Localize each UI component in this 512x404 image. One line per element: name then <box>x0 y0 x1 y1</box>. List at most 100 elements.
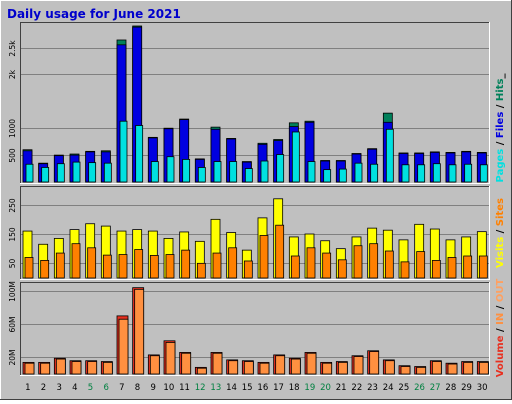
y-tick-label: 2.5k <box>8 40 17 57</box>
sites-bar <box>290 255 300 279</box>
pages-bar <box>464 163 473 183</box>
side-legend-part: / <box>495 226 506 237</box>
side-legend-part: / <box>495 101 506 112</box>
side-legend-part: / <box>495 302 506 313</box>
pages-bar <box>25 163 34 183</box>
pages-bar <box>197 167 206 183</box>
pages-bar <box>276 154 285 183</box>
pages-bar <box>323 169 332 183</box>
volume-out-bar <box>400 366 411 375</box>
x-tick-label: 14 <box>226 383 237 393</box>
sites-bar <box>431 259 441 279</box>
pages-bar <box>260 160 269 183</box>
volume-out-bar <box>353 356 364 375</box>
sites-bar <box>259 235 269 279</box>
pages-bar <box>291 131 300 183</box>
volume-out-bar <box>24 362 35 375</box>
y-tick-label: 100M <box>8 281 17 302</box>
volume-out-bar <box>181 352 192 375</box>
side-legend-part: Hits <box>495 79 506 102</box>
panel-hits-files-pages: 500 1000 2k 2.5k <box>8 22 490 184</box>
side-legend-part: / <box>495 138 506 149</box>
x-tick-label: 3 <box>56 383 61 393</box>
y-tick-label: 60M <box>8 316 17 332</box>
sites-bar <box>400 261 410 279</box>
volume-out-bar <box>118 318 129 375</box>
sites-bar <box>24 257 34 279</box>
pages-bar <box>417 164 426 183</box>
volume-out-bar <box>431 361 442 375</box>
pages-bar <box>213 161 222 183</box>
sites-bar <box>181 249 191 279</box>
volume-out-bar <box>71 361 82 375</box>
volume-out-bar <box>447 363 458 375</box>
sites-bar <box>463 255 473 279</box>
volume-out-bar <box>369 351 380 375</box>
sites-bar <box>134 249 144 279</box>
sites-bar <box>416 251 426 279</box>
sites-bar <box>71 243 81 279</box>
side-legend-part: Volume <box>495 335 506 377</box>
x-tick-label: 13 <box>210 383 221 393</box>
x-tick-label: 6 <box>103 383 108 393</box>
x-axis-labels: 1 2 3 4 5 6 7 8 9 10 11 12 13 14 15 16 17 18 19 20 21 22 23 24 2… <box>25 383 487 393</box>
x-tick-label: 10 <box>163 383 174 393</box>
y-tick-label: 2k <box>8 69 17 79</box>
volume-out-bar <box>478 361 489 375</box>
volume-out-bar <box>134 288 145 375</box>
x-tick-label: 25 <box>398 383 409 393</box>
volume-out-bar <box>306 352 317 375</box>
volume-out-bar <box>275 355 286 375</box>
x-tick-label: 18 <box>289 383 300 393</box>
volume-out-bar <box>212 352 223 375</box>
pages-bar <box>166 156 175 183</box>
sites-bar <box>118 254 128 279</box>
legend-pages-files-hits: Pages / Files / Hits_ <box>495 74 506 183</box>
panel-area <box>20 186 490 280</box>
pages-bar <box>354 162 363 183</box>
pages-bar <box>338 168 347 183</box>
x-tick-label: 19 <box>304 383 315 393</box>
volume-out-bar <box>243 361 254 375</box>
pages-bar <box>370 163 379 183</box>
volume-out-bar <box>165 342 176 375</box>
x-tick-label: 2 <box>41 383 46 393</box>
panel-visits-sites: 50 150 250 <box>8 186 490 280</box>
x-tick-label: 11 <box>179 383 190 393</box>
sites-bar <box>102 254 112 279</box>
sites-bar <box>87 247 97 279</box>
volume-out-bar <box>149 355 160 375</box>
pages-bar <box>135 125 144 183</box>
pages-bar <box>88 162 97 183</box>
pages-bar <box>479 164 488 183</box>
volume-out-bar <box>322 362 333 375</box>
sites-bar <box>369 243 379 279</box>
x-tick-label: 15 <box>242 383 253 393</box>
volume-out-bar <box>463 361 474 375</box>
y-tick-label: 50 <box>8 259 17 269</box>
pages-bar <box>448 164 457 183</box>
volume-out-bar <box>55 358 66 375</box>
side-legend-part: Files <box>495 112 506 138</box>
x-tick-label: 30 <box>477 383 488 393</box>
sites-bar <box>447 257 457 279</box>
pages-bar <box>103 162 112 183</box>
side-legend-part: _ <box>495 74 506 79</box>
x-tick-label: 21 <box>336 383 347 393</box>
pages-bar <box>150 161 159 183</box>
sites-bar <box>478 255 488 279</box>
pages-bar <box>401 164 410 183</box>
x-tick-label: 26 <box>414 383 425 393</box>
side-legend-part: Pages <box>495 149 506 183</box>
x-tick-label: 8 <box>135 383 140 393</box>
side-legend-part: IN <box>495 313 506 325</box>
sites-bar <box>55 252 65 279</box>
side-legend-part: / <box>495 325 506 336</box>
volume-out-bar <box>196 367 207 375</box>
x-tick-label: 27 <box>430 383 441 393</box>
volume-out-bar <box>384 360 395 375</box>
sites-bar <box>322 252 332 279</box>
volume-out-bar <box>416 366 427 375</box>
side-legends: Pages / Files / Hits_ Visits / Sites Volum… <box>495 74 506 378</box>
